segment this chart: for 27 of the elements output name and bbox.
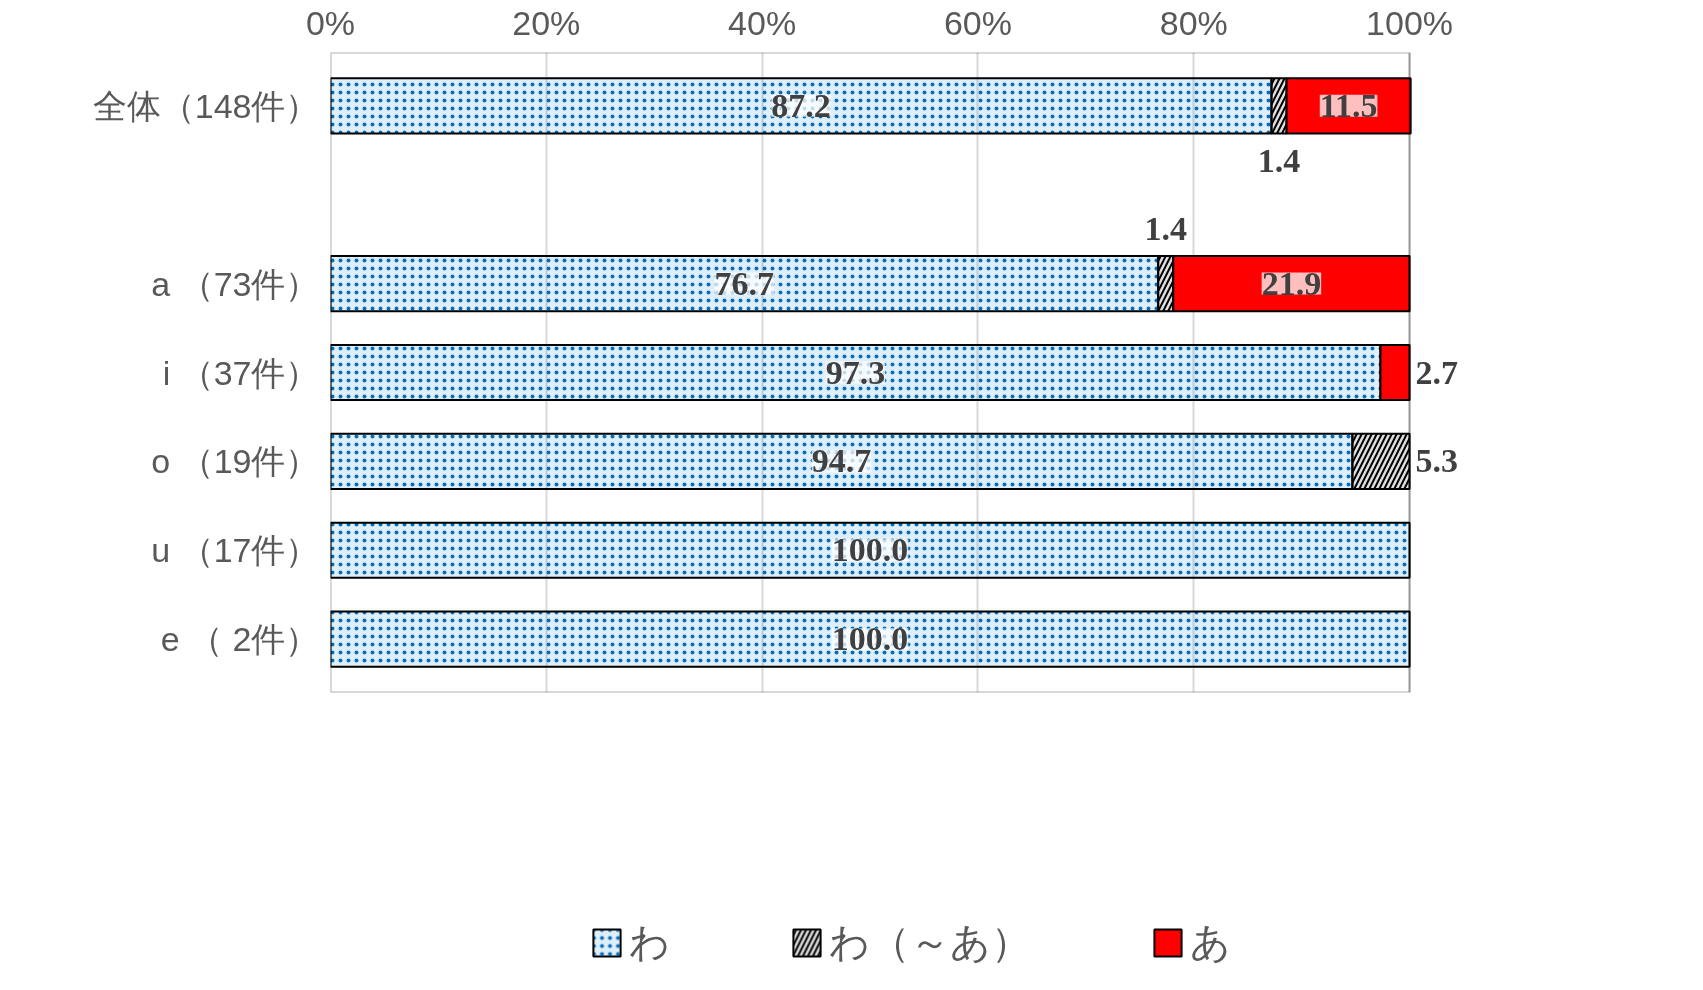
y-tick-label: u （17件） [151, 531, 320, 570]
y-tick-label: o （19件） [151, 442, 320, 481]
data-label: 100.0 [831, 531, 909, 569]
legend-label: わ [628, 918, 670, 966]
x-tick-label: 40% [728, 3, 797, 42]
data-label: 100.0 [831, 620, 909, 658]
data-label: 2.7 [1415, 353, 1459, 391]
x-tick-label: 60% [943, 3, 1012, 42]
data-label: 11.5 [1319, 86, 1378, 124]
y-tick-label: e （ 2件） [160, 620, 320, 659]
x-tick-label: 0% [305, 3, 356, 42]
x-tick-label: 20% [512, 3, 581, 42]
data-label: 1.4 [1257, 141, 1301, 179]
data-label: 94.7 [811, 442, 872, 480]
y-tick-label: a （73件） [151, 264, 320, 303]
legend-label: あ [1189, 918, 1231, 966]
data-label: 5.3 [1415, 442, 1459, 480]
x-tick-label: 100% [1366, 3, 1454, 42]
data-label: 76.7 [714, 264, 775, 302]
data-label: 97.3 [825, 353, 886, 391]
data-label: 1.4 [1144, 209, 1187, 247]
y-tick-label: i （37件） [162, 353, 320, 392]
y-tick-label: 全体（148件） [92, 86, 320, 125]
x-tick-label: 80% [1159, 3, 1228, 42]
data-label: 21.9 [1261, 264, 1322, 302]
legend-label: わ（～あ） [828, 918, 1031, 966]
data-label: 87.2 [771, 86, 831, 124]
